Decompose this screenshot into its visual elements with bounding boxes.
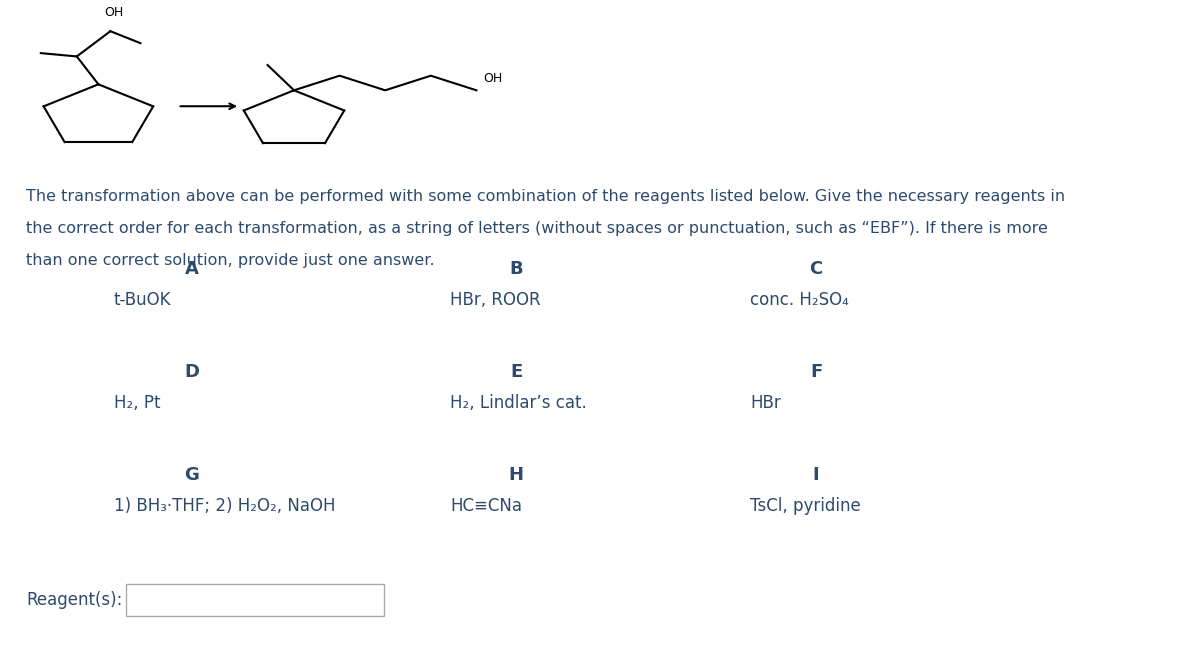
Text: HC≡CNa: HC≡CNa bbox=[450, 497, 522, 515]
Text: G: G bbox=[185, 465, 199, 484]
Text: OH: OH bbox=[484, 72, 503, 85]
Text: TsCl, pyridine: TsCl, pyridine bbox=[750, 497, 860, 515]
FancyBboxPatch shape bbox=[126, 584, 384, 616]
Text: E: E bbox=[510, 363, 522, 381]
Text: The transformation above can be performed with some combination of the reagents : The transformation above can be performe… bbox=[26, 189, 1066, 205]
Text: H₂, Lindlar’s cat.: H₂, Lindlar’s cat. bbox=[450, 394, 587, 412]
Text: H: H bbox=[509, 465, 523, 484]
Text: D: D bbox=[185, 363, 199, 381]
Text: 1) BH₃·THF; 2) H₂O₂, NaOH: 1) BH₃·THF; 2) H₂O₂, NaOH bbox=[114, 497, 336, 515]
Text: conc. H₂SO₄: conc. H₂SO₄ bbox=[750, 291, 848, 309]
Text: B: B bbox=[509, 260, 523, 278]
Text: F: F bbox=[810, 363, 822, 381]
Text: H₂, Pt: H₂, Pt bbox=[114, 394, 161, 412]
Text: HBr, ROOR: HBr, ROOR bbox=[450, 291, 541, 309]
Text: than one correct solution, provide just one answer.: than one correct solution, provide just … bbox=[26, 253, 436, 268]
Text: OH: OH bbox=[104, 6, 124, 19]
Text: C: C bbox=[809, 260, 823, 278]
Text: I: I bbox=[812, 465, 820, 484]
Text: HBr: HBr bbox=[750, 394, 781, 412]
Text: t-BuOK: t-BuOK bbox=[114, 291, 172, 309]
Text: the correct order for each transformation, as a string of letters (without space: the correct order for each transformatio… bbox=[26, 221, 1049, 236]
Text: Reagent(s):: Reagent(s): bbox=[26, 591, 122, 610]
Text: A: A bbox=[185, 260, 199, 278]
